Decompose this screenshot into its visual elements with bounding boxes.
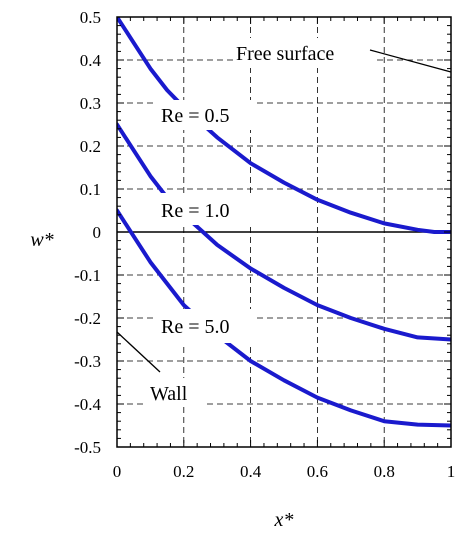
y-tick-label: 0 — [93, 223, 102, 242]
y-tick-label: 0.2 — [80, 137, 101, 156]
y-tick-label: -0.1 — [74, 266, 101, 285]
series-line-1 — [117, 122, 451, 342]
label-mask-re50 — [157, 309, 253, 343]
y-tick-label: 0.5 — [80, 8, 101, 27]
x-tick-label: 0 — [113, 462, 122, 481]
series-line-2 — [117, 208, 451, 428]
series-label-re50: Re = 5.0 — [161, 316, 230, 338]
annotation-free-surface: Free surface — [236, 43, 334, 65]
label-mask-free-surface — [233, 38, 375, 68]
x-tick-label: 0.8 — [374, 462, 395, 481]
x-tick-label: 1 — [447, 462, 456, 481]
y-tick-label: -0.3 — [74, 352, 101, 371]
y-tick-label: 0.1 — [80, 180, 101, 199]
y-tick-label: -0.4 — [74, 395, 101, 414]
label-mask-re05 — [157, 100, 253, 130]
y-tick-label: 0.3 — [80, 94, 101, 113]
annotation-wall: Wall — [150, 383, 188, 405]
y-tick-label: -0.5 — [74, 438, 101, 457]
free-surface-pointer — [369, 49, 452, 73]
x-tick-label: 0.2 — [173, 462, 194, 481]
ticks — [116, 16, 452, 448]
series-line-0 — [117, 17, 451, 234]
x-tick-label: 0.6 — [307, 462, 328, 481]
curves — [117, 17, 451, 428]
y-tick-label: -0.2 — [74, 309, 101, 328]
y-tick-label: 0.4 — [80, 51, 102, 70]
y-axis-label: w* — [30, 229, 53, 251]
series-label-re05: Re = 0.5 — [161, 105, 230, 127]
x-tick-label: 0.4 — [240, 462, 262, 481]
tick-labels: 0 0.2 0.4 0.6 0.8 1 0.5 0.4 0.3 0.2 0.1 0 -0.1 -0.2 -0… — [74, 8, 455, 481]
wall-pointer — [116, 331, 161, 373]
label-mask-re10 — [157, 193, 253, 225]
label-mask-wall — [147, 378, 205, 406]
x-axis-label: x* — [274, 509, 294, 531]
series-label-re10: Re = 1.0 — [161, 200, 230, 222]
